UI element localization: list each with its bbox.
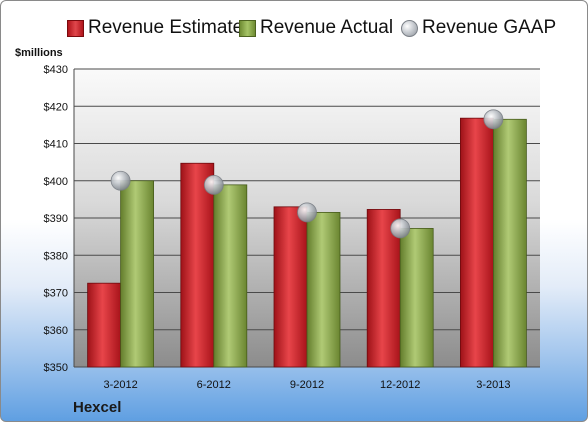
y-tick-label: $400 xyxy=(44,176,68,188)
y-tick-label: $410 xyxy=(44,139,68,151)
y-axis-unit-label: $millions xyxy=(15,47,63,59)
y-tick-label: $430 xyxy=(44,64,68,76)
legend: Revenue Estimate Revenue Actual Revenue … xyxy=(1,17,587,41)
legend-label-estimate: Revenue Estimate xyxy=(88,17,244,38)
legend-item-actual: Revenue Actual xyxy=(239,17,393,39)
bar-revenue-estimate xyxy=(180,162,215,368)
marker-revenue-gaap xyxy=(483,109,504,130)
bar-revenue-actual xyxy=(492,118,527,368)
y-tick-label: $360 xyxy=(44,325,68,337)
bar-revenue-actual xyxy=(306,212,341,368)
marker-revenue-gaap xyxy=(390,218,411,239)
bar-revenue-actual xyxy=(399,228,434,368)
y-tick-label: $380 xyxy=(44,250,68,262)
bar-revenue-estimate xyxy=(273,206,308,368)
y-tick-label: $350 xyxy=(44,362,68,374)
y-tick-label: $370 xyxy=(44,288,68,300)
legend-swatch-gaap xyxy=(401,19,418,37)
legend-swatch-actual xyxy=(239,19,256,37)
marker-revenue-gaap xyxy=(297,202,317,223)
x-tick-label: 9-2012 xyxy=(290,379,324,391)
legend-swatch-estimate xyxy=(67,19,84,37)
legend-label-actual: Revenue Actual xyxy=(260,17,394,38)
x-tick-label: 3-2013 xyxy=(476,379,510,391)
y-tick-label: $390 xyxy=(44,213,68,225)
x-tick-label: 6-2012 xyxy=(197,379,231,391)
legend-item-estimate: Revenue Estimate xyxy=(67,17,243,39)
legend-label-gaap: Revenue GAAP xyxy=(422,17,557,38)
x-tick-label: 3-2012 xyxy=(103,379,137,391)
y-tick-label: $420 xyxy=(44,101,68,113)
x-tick-label: 12-2012 xyxy=(380,379,420,391)
marker-revenue-gaap xyxy=(110,170,131,191)
marker-revenue-gaap xyxy=(203,174,224,195)
company-name: Hexcel xyxy=(73,399,122,416)
legend-item-gaap: Revenue GAAP xyxy=(401,17,556,39)
bar-revenue-estimate xyxy=(87,282,121,368)
bar-revenue-actual xyxy=(120,180,154,368)
bar-revenue-actual xyxy=(213,184,248,368)
bar-revenue-estimate xyxy=(459,117,494,368)
